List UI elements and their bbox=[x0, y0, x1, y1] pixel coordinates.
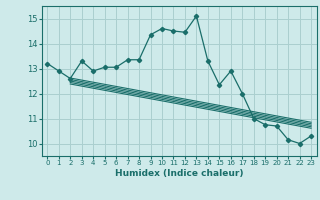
X-axis label: Humidex (Indice chaleur): Humidex (Indice chaleur) bbox=[115, 169, 244, 178]
